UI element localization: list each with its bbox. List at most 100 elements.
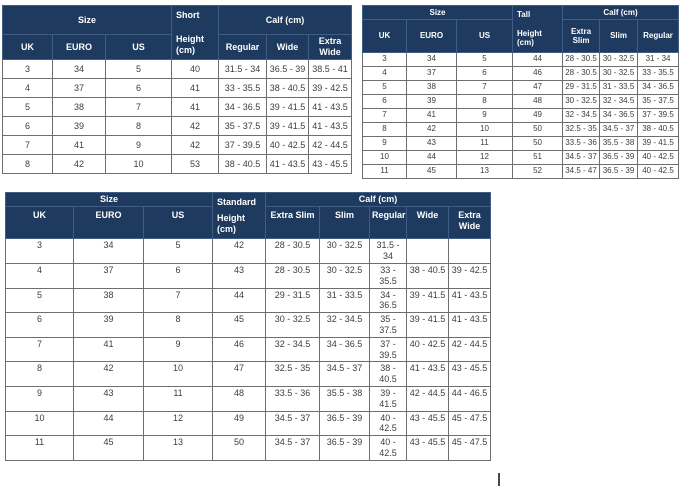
table-cell: 5	[5, 287, 74, 314]
table-cell: 49	[512, 107, 564, 123]
height-subtitle: Height (cm)	[176, 33, 204, 55]
table-cell: 10	[105, 154, 172, 175]
table-cell: 7	[143, 287, 213, 314]
table-cell: 31.5 - 34	[218, 59, 267, 80]
table-cell: 35.5 - 38	[599, 135, 639, 151]
table-row: 10 44 12 51 34.5 - 37 36.5 - 39 40 - 42.5	[362, 149, 680, 165]
table-row: 8 42 10 50 32.5 - 35 34.5 - 37 38 - 40.5	[362, 121, 680, 137]
table-cell: 32 - 34.5	[319, 312, 370, 338]
table-cell: 38	[73, 287, 144, 314]
table-cell: 38	[52, 97, 106, 118]
table-cell: 33 - 35.5	[637, 65, 680, 81]
column-header: Wide	[266, 33, 309, 61]
table-cell: 31 - 34	[637, 51, 680, 67]
table-cell: 43	[212, 262, 266, 289]
table-cell: 53	[171, 154, 219, 175]
table-cell: 35 - 37.5	[637, 93, 680, 109]
table-cell: 34.5 - 37	[265, 435, 320, 461]
table-cell: 4	[5, 262, 74, 289]
table-cell: 28 - 30.5	[265, 262, 320, 289]
table-cell: 32 - 34.5	[265, 336, 320, 363]
table-cell: 9	[5, 385, 74, 412]
column-header: US	[143, 205, 213, 240]
table-cell: 34 - 36.5	[218, 97, 267, 118]
table-cell: 34 - 36.5	[599, 107, 639, 123]
table-cell: 49	[212, 410, 266, 437]
table-cell: 30 - 32.5	[599, 65, 639, 81]
table-cell: 32.5 - 35	[265, 361, 320, 387]
header-columns-row: UK EURO US Extra Slim Slim Regular	[362, 19, 680, 53]
column-header: Regular	[369, 205, 407, 240]
table-cell: 39 - 42.5	[307, 78, 353, 99]
table-cell: 8	[5, 361, 74, 387]
calf-group-header: Calf (cm)	[265, 192, 491, 207]
table-cell: 39 - 42.5	[448, 262, 491, 289]
table-cell: 36.5 - 39	[319, 410, 370, 437]
table-cell: 40 - 42.5	[266, 135, 309, 156]
table-cell: 39 - 41.5	[406, 287, 449, 314]
column-header: UK	[2, 33, 53, 61]
table-cell: 43	[406, 135, 457, 151]
table-cell: 30 - 32.5	[265, 312, 320, 338]
table-cell: 44	[212, 287, 266, 314]
table-cell: 39 - 41.5	[266, 116, 309, 137]
table-header: Size Standard Height (cm) Calf (cm) UK EURO US…	[5, 191, 491, 240]
table-cell: 7	[2, 135, 53, 156]
table-cell: 10	[5, 410, 74, 437]
table-cell: 52	[512, 163, 564, 179]
table-cell: 40 - 42.5	[369, 435, 407, 461]
table-row: 4 37 6 41 33 - 35.5 38 - 40.5 39 - 42.5	[2, 78, 353, 99]
height-column-header: Tall Height (cm)	[512, 5, 564, 53]
table-cell: 34	[406, 51, 457, 67]
table-cell: 5	[362, 79, 407, 95]
table-cell: 42 - 44.5	[448, 336, 491, 363]
table-cell: 5	[455, 51, 514, 67]
table-row: 3 34 5 40 31.5 - 34 36.5 - 39 38.5 - 41	[2, 59, 353, 80]
table-cell: 7	[362, 107, 407, 123]
column-header: EURO	[406, 19, 457, 53]
short-boots-size-table: Size Short Height (cm) Calf (cm) UK EURO US Reg…	[2, 4, 353, 175]
table-cell: 7	[455, 79, 514, 95]
column-header: Extra Wide	[448, 205, 491, 240]
table-cell: 6	[362, 93, 407, 109]
table-cell: 28 - 30.5	[562, 51, 601, 67]
header-group-row: Size Short Height (cm) Calf (cm)	[2, 4, 353, 61]
table-cell: 42	[171, 116, 219, 137]
table-cell: 42	[406, 121, 457, 137]
table-row: 9 43 11 48 33.5 - 36 35.5 - 38 39 - 41.5 42 - 4…	[5, 385, 491, 412]
table-header: Size Short Height (cm) Calf (cm) UK EURO US Reg…	[2, 4, 353, 61]
table-cell: 45	[73, 435, 144, 461]
table-cell: 29 - 31.5	[562, 79, 601, 95]
table-cell: 6	[455, 65, 514, 81]
table-row: 5 38 7 47 29 - 31.5 31 - 33.5 34 - 36.5	[362, 79, 680, 95]
table-cell: 3	[362, 51, 407, 67]
table-cell: 9	[455, 107, 514, 123]
table-row: 6 39 8 42 35 - 37.5 39 - 41.5 41 - 43.5	[2, 116, 353, 137]
table-cell: 45	[406, 163, 457, 179]
table-cell: 41 - 43.5	[307, 116, 353, 137]
table-cell: 9	[362, 135, 407, 151]
table-cell: 37 - 39.5	[369, 336, 407, 363]
table-cell: 42	[52, 154, 106, 175]
table-row: 6 39 8 45 30 - 32.5 32 - 34.5 35 - 37.5 39 - 41…	[5, 312, 491, 338]
table-cell: 37	[52, 78, 106, 99]
table-cell: 9	[143, 336, 213, 363]
table-cell: 33 - 35.5	[218, 78, 267, 99]
table-cell: 40 - 42.5	[406, 336, 449, 363]
column-header: US	[105, 33, 172, 61]
table-body: 3 34 5 40 31.5 - 34 36.5 - 39 38.5 - 41 4 37 6 41 3…	[2, 59, 353, 175]
table-cell: 7	[5, 336, 74, 363]
table-cell: 5	[143, 238, 213, 264]
table-cell: 30 - 32.5	[319, 262, 370, 289]
table-cell: 43 - 45.5	[448, 361, 491, 387]
table-cell: 6	[5, 312, 74, 338]
table-cell: 4	[362, 65, 407, 81]
table-row: 4 37 6 43 28 - 30.5 30 - 32.5 33 - 35.5 38 - 40…	[5, 262, 491, 289]
table-cell: 30 - 32.5	[599, 51, 639, 67]
table-cell: 31.5 - 34	[369, 238, 407, 264]
table-cell	[406, 238, 449, 264]
table-cell: 33.5 - 36	[265, 385, 320, 412]
table-row: 4 37 6 46 28 - 30.5 30 - 32.5 33 - 35.5	[362, 65, 680, 81]
table-row: 9 43 11 50 33.5 - 36 35.5 - 38 39 - 41.5	[362, 135, 680, 151]
column-header: UK	[5, 205, 74, 240]
